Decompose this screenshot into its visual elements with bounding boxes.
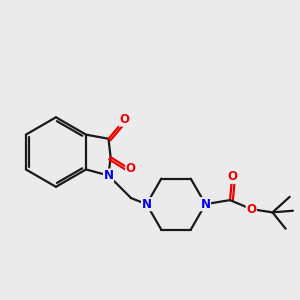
Text: N: N (142, 198, 152, 211)
Text: O: O (246, 202, 256, 216)
Text: N: N (200, 198, 211, 211)
Text: O: O (126, 162, 136, 175)
Text: O: O (119, 113, 129, 126)
Text: N: N (103, 169, 113, 182)
Text: O: O (227, 170, 237, 183)
